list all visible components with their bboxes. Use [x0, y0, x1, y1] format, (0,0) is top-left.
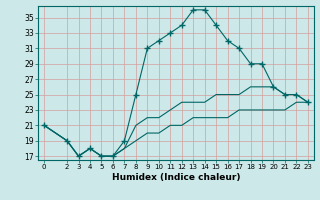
X-axis label: Humidex (Indice chaleur): Humidex (Indice chaleur): [112, 173, 240, 182]
